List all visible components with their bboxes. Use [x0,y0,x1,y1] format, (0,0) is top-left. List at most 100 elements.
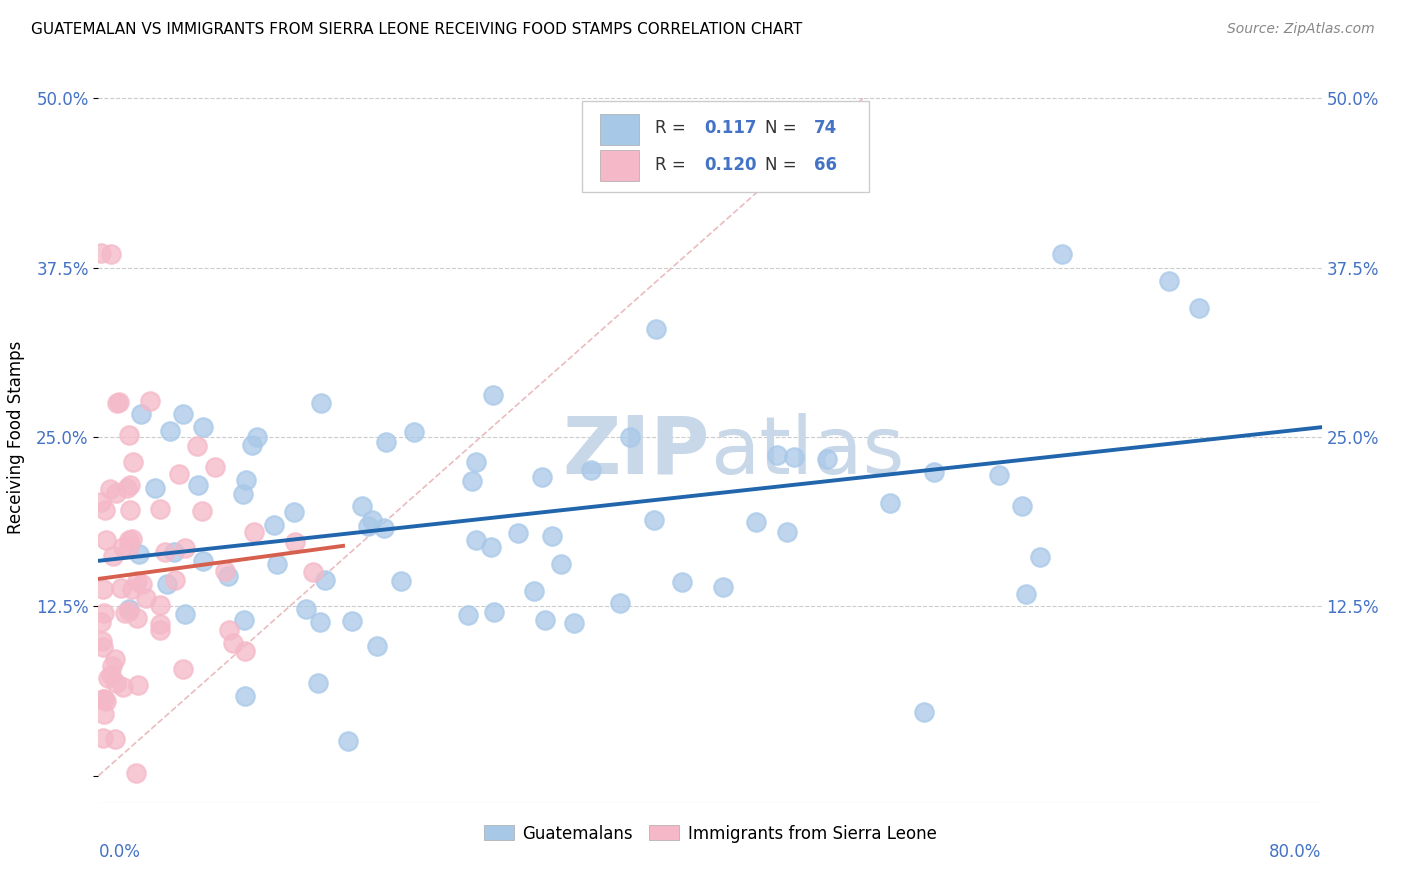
Point [366,639,388,653]
Point [149,501,172,516]
Point [118,602,141,616]
Point [193,553,215,567]
Point [114,606,136,620]
Point [1157,274,1180,288]
Point [235,473,257,487]
Point [340,614,363,628]
Point [118,540,141,554]
Point [745,516,768,530]
Point [783,450,806,464]
Point [93,502,115,516]
Point [204,459,226,474]
Point [149,598,172,612]
Point [357,519,380,533]
Point [619,430,641,444]
Point [110,581,132,595]
Point [307,676,329,690]
Point [922,465,945,479]
Point [131,577,153,591]
Text: N =: N = [765,120,797,137]
Text: ZIP: ZIP [562,413,710,491]
Point [121,532,143,546]
FancyBboxPatch shape [600,151,640,181]
Text: atlas: atlas [710,413,904,491]
Point [94,693,117,707]
Point [163,545,186,559]
Point [186,439,208,453]
Point [562,615,585,630]
Point [104,676,127,690]
Point [479,540,502,554]
Point [118,477,141,491]
Point [643,513,665,527]
Point [118,603,141,617]
FancyBboxPatch shape [600,114,640,145]
Point [105,486,128,500]
Point [172,407,194,421]
Point [302,565,325,579]
Point [191,503,214,517]
Point [233,689,256,703]
Point [100,668,122,682]
Text: Source: ZipAtlas.com: Source: ZipAtlas.com [1227,22,1375,37]
Text: N =: N = [765,156,797,174]
Point [284,535,307,549]
Point [135,591,157,606]
Point [91,692,114,706]
Point [101,549,124,563]
Point [671,575,693,590]
Point [481,388,503,402]
Point [153,545,176,559]
Point [246,430,269,444]
Point [112,540,135,554]
Text: 0.117: 0.117 [704,120,756,137]
Point [711,580,734,594]
Point [283,505,305,519]
Point [156,577,179,591]
Point [111,680,134,694]
Point [165,573,187,587]
Point [988,467,1011,482]
Point [115,481,138,495]
Point [464,455,486,469]
Point [121,582,143,596]
Point [100,659,122,673]
Point [534,614,557,628]
Point [482,605,505,619]
Point [105,396,128,410]
Point [167,467,190,481]
Point [159,424,181,438]
Point [240,437,263,451]
Text: GUATEMALAN VS IMMIGRANTS FROM SIERRA LEONE RECEIVING FOOD STAMPS CORRELATION CHA: GUATEMALAN VS IMMIGRANTS FROM SIERRA LEO… [31,22,803,37]
Point [263,518,285,533]
Point [457,607,479,622]
Point [309,396,332,410]
Point [222,636,245,650]
Text: 80.0%: 80.0% [1270,843,1322,861]
Point [193,419,215,434]
Point [541,529,564,543]
Point [173,607,195,621]
Point [745,153,768,167]
Point [93,606,115,620]
Point [217,568,239,582]
FancyBboxPatch shape [582,101,869,192]
Text: 0.120: 0.120 [704,156,756,174]
Point [172,662,194,676]
Point [243,524,266,539]
Point [373,521,395,535]
Y-axis label: Receiving Food Stamps: Receiving Food Stamps [7,341,25,533]
Point [118,503,141,517]
Point [93,691,115,706]
Point [579,463,602,477]
Point [128,547,150,561]
Point [1011,499,1033,513]
Point [1188,301,1211,316]
Point [139,394,162,409]
Point [464,533,486,547]
Point [336,734,359,748]
Point [531,470,554,484]
Point [361,513,384,527]
Point [879,496,901,510]
Text: R =: R = [655,156,686,174]
